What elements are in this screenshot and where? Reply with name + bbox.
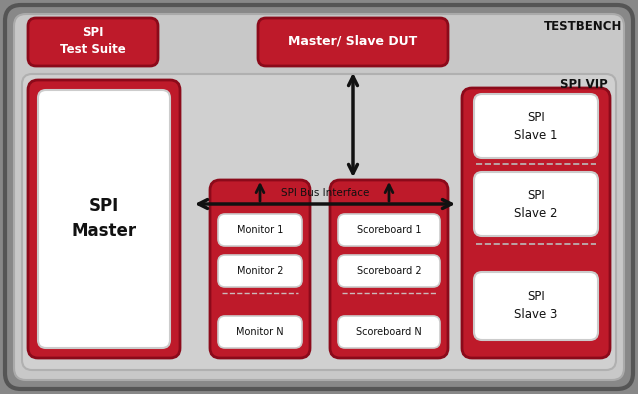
Text: Scoreboard 2: Scoreboard 2 <box>357 266 421 276</box>
Text: SPI
Slave 2: SPI Slave 2 <box>514 188 558 219</box>
Text: SPI VIP: SPI VIP <box>560 78 608 91</box>
FancyBboxPatch shape <box>338 255 440 287</box>
FancyBboxPatch shape <box>218 316 302 348</box>
Text: SPI
Slave 1: SPI Slave 1 <box>514 110 558 141</box>
FancyBboxPatch shape <box>338 214 440 246</box>
FancyBboxPatch shape <box>210 180 310 358</box>
Text: SPI
Test Suite: SPI Test Suite <box>60 26 126 56</box>
FancyBboxPatch shape <box>474 272 598 340</box>
FancyBboxPatch shape <box>22 74 616 370</box>
FancyBboxPatch shape <box>462 88 610 358</box>
FancyBboxPatch shape <box>38 90 170 348</box>
Text: Scoreboard 1: Scoreboard 1 <box>357 225 421 235</box>
Text: Master/ Slave DUT: Master/ Slave DUT <box>288 35 418 48</box>
FancyBboxPatch shape <box>474 172 598 236</box>
Text: Monitor 2: Monitor 2 <box>237 266 283 276</box>
FancyBboxPatch shape <box>258 18 448 66</box>
Text: Monitor 1: Monitor 1 <box>237 225 283 235</box>
Text: Scoreboard N: Scoreboard N <box>356 327 422 337</box>
FancyBboxPatch shape <box>338 316 440 348</box>
Text: SPI Bus Interface: SPI Bus Interface <box>281 188 369 198</box>
Text: Monitor N: Monitor N <box>236 327 284 337</box>
FancyBboxPatch shape <box>28 80 180 358</box>
FancyBboxPatch shape <box>14 14 624 380</box>
FancyBboxPatch shape <box>474 94 598 158</box>
Text: SPI
Slave 3: SPI Slave 3 <box>514 290 558 322</box>
FancyBboxPatch shape <box>330 180 448 358</box>
FancyBboxPatch shape <box>218 214 302 246</box>
Text: SPI
Master: SPI Master <box>71 197 137 240</box>
FancyBboxPatch shape <box>28 18 158 66</box>
FancyBboxPatch shape <box>5 5 633 389</box>
FancyBboxPatch shape <box>218 255 302 287</box>
Text: TESTBENCH: TESTBENCH <box>544 20 622 33</box>
